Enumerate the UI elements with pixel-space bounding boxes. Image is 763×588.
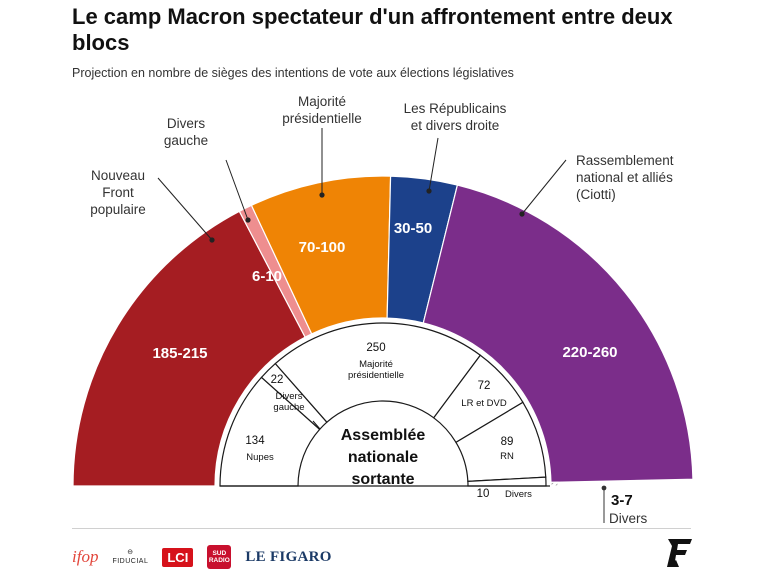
party-label-divers: Divers: [609, 511, 648, 526]
seat-arc-divers: [550, 481, 559, 487]
seat-range-divers-gauche: 6-10: [252, 268, 282, 285]
leader-line-nouveau-front-populaire: [157, 177, 213, 241]
chart-title: Le camp Macron spectateur d'un affrontem…: [72, 4, 673, 55]
chart-subtitle: Projection en nombre de sièges des inten…: [72, 66, 514, 80]
outgoing-seats-divers: 10: [477, 488, 490, 500]
party-label-nouveau-front-populaire: Nouveau Front populaire: [90, 168, 146, 217]
sud-radio-logo-top: SUD: [212, 550, 227, 557]
seat-range-les-republicains-et-divers-droite: 30-50: [394, 220, 432, 237]
seat-range-divers: 3-7: [611, 492, 633, 509]
outgoing-assembly-ring: [219, 322, 550, 487]
leader-dot-nouveau-front-populaire: [209, 237, 215, 243]
seat-range-nouveau-front-populaire: 185-215: [152, 345, 207, 362]
leader-line-divers-gauche: [225, 159, 249, 221]
fiducial-mark-icon: ⊖: [127, 549, 134, 556]
seat-arc-nouveau-front-populaire: [72, 210, 306, 487]
leader-line-les-republicains-et-divers-droite: [428, 137, 439, 192]
outgoing-assembly-labels: 134 Nupes 22 Divers gauche 250 Majorité préside…: [245, 342, 532, 500]
outgoing-seats-divers-gauche: 22: [271, 374, 284, 386]
outgoing-seats-lr-et-dvd: 72: [478, 380, 491, 392]
leader-dot-divers-gauche: [245, 217, 251, 223]
fiducial-logo-text: FIDUCIAL: [112, 558, 149, 565]
outgoing-name-nupes: Nupes: [246, 452, 274, 463]
leader-dot-rassemblement-national-et-allies-ciotti: [519, 211, 525, 217]
leader-dot-majorite-presidentielle: [319, 192, 325, 198]
outgoing-seats-nupes: 134: [245, 435, 265, 447]
seat-range-rassemblement-national-et-allies-ciotti: 220-260: [562, 344, 617, 361]
lci-logo: LCI: [162, 547, 194, 567]
outgoing-seats-majorite-presidentielle: 250: [366, 342, 385, 354]
assemblee-sortante-label: Assemblée nationale sortante: [341, 427, 426, 488]
outgoing-name-lr-et-dvd: LR et DVD: [461, 398, 507, 409]
seat-range-majorite-presidentielle: 70-100: [299, 239, 346, 256]
outgoing-seats-rn: 89: [501, 436, 514, 448]
leader-line-rassemblement-national-et-allies-ciotti: [521, 159, 567, 215]
leader-dot-les-republicains-et-divers-droite: [426, 188, 432, 194]
party-label-rassemblement-national-et-allies-ciotti: Rassemblement national et alliés (Ciotti): [576, 153, 674, 202]
party-label-les-republicains-et-divers-droite: Les Républicains et divers droite: [404, 101, 507, 133]
ifop-logo: ifop: [72, 547, 99, 566]
le-figaro-logo: LE FIGARO: [245, 548, 332, 565]
outgoing-leader-divers-gauche: [312, 420, 321, 430]
partner-logos: ifop ⊖ FIDUCIAL LCI SUD RADIO LE FIGARO: [72, 542, 332, 572]
sud-radio-logo-bottom: RADIO: [208, 557, 230, 564]
outgoing-name-rn: RN: [500, 451, 514, 462]
projection-ring: [72, 175, 694, 487]
party-label-majorite-presidentielle: Majorité présidentielle: [282, 94, 362, 126]
fiducial-logo: ⊖ FIDUCIAL: [112, 548, 148, 566]
party-label-divers-gauche: Divers gauche: [164, 116, 208, 148]
outgoing-name-divers-gauche: Divers gauche: [273, 391, 304, 413]
footer-separator: [72, 528, 691, 529]
outgoing-name-divers: Divers: [505, 489, 532, 500]
seat-arc-rassemblement-national-et-allies-ciotti: [422, 184, 694, 483]
le-figaro-f-logo-icon: [667, 539, 692, 567]
outgoing-name-majorite-presidentielle: Majorité présidentielle: [348, 359, 404, 381]
outgoing-arc-majorite-presidentielle: [274, 322, 482, 424]
projection-labels: 185-215 6-10 70-100 30-50 220-260 Nouveau Fron…: [90, 94, 674, 526]
sud-radio-logo: SUD RADIO: [207, 545, 232, 569]
leader-dot-divers: [601, 485, 607, 491]
